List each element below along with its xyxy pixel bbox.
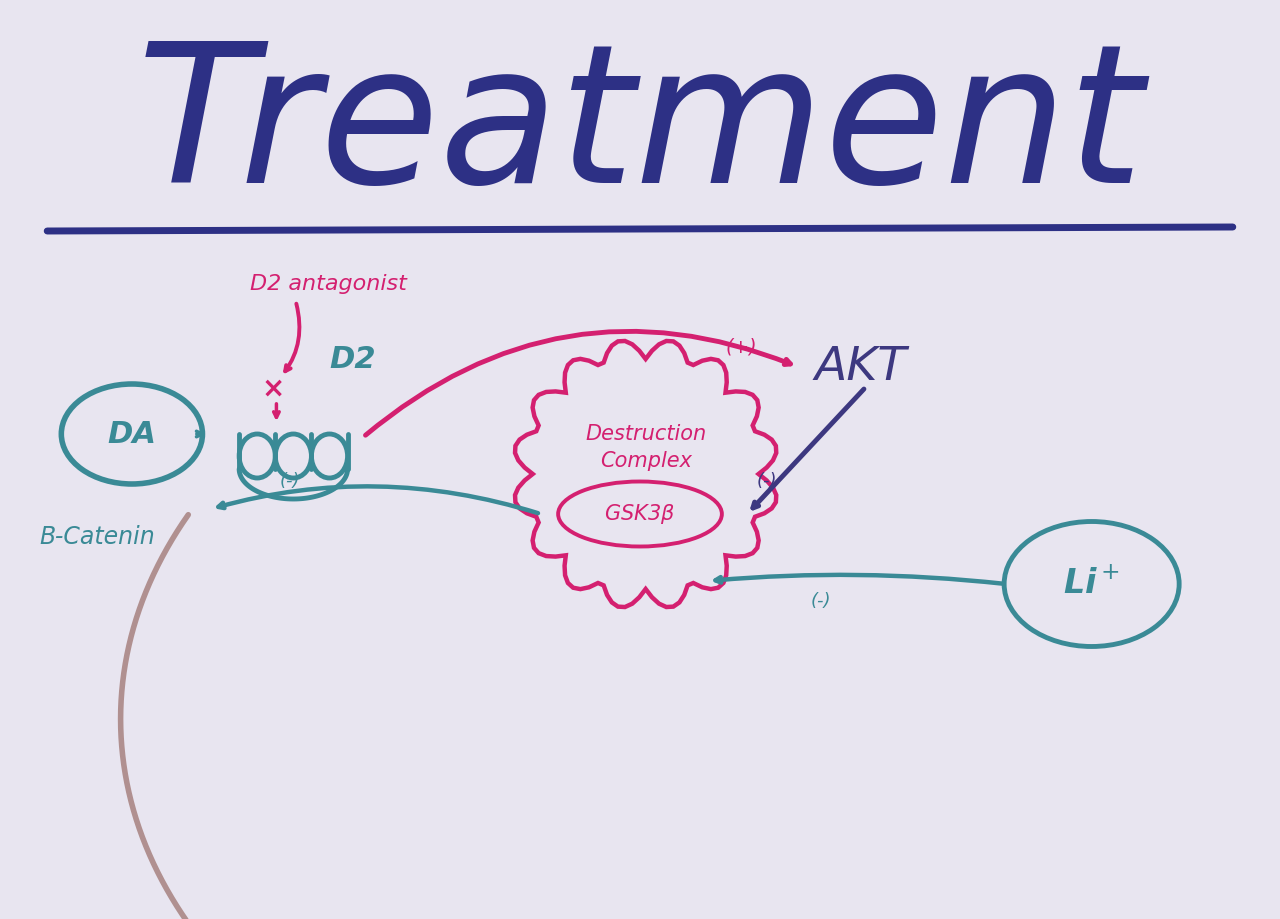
Text: D2: D2 <box>329 345 376 373</box>
Text: GSK3$\beta$: GSK3$\beta$ <box>604 502 676 526</box>
Text: B-Catenin: B-Catenin <box>40 525 155 549</box>
Text: (-): (-) <box>810 592 831 610</box>
Polygon shape <box>515 341 776 607</box>
Ellipse shape <box>558 482 722 547</box>
Text: DA: DA <box>108 419 156 448</box>
Text: (-): (-) <box>756 472 777 490</box>
Text: Complex: Complex <box>599 451 691 471</box>
Text: D2 antagonist: D2 antagonist <box>251 274 407 294</box>
Ellipse shape <box>1004 521 1179 646</box>
Text: Destruction: Destruction <box>585 424 707 444</box>
Text: AKT: AKT <box>815 345 908 390</box>
Text: Li$^+$: Li$^+$ <box>1064 568 1120 600</box>
Text: (+): (+) <box>726 337 758 357</box>
Text: Treatment: Treatment <box>136 35 1144 223</box>
Text: (-): (-) <box>280 472 301 490</box>
Text: ×: × <box>261 375 284 403</box>
